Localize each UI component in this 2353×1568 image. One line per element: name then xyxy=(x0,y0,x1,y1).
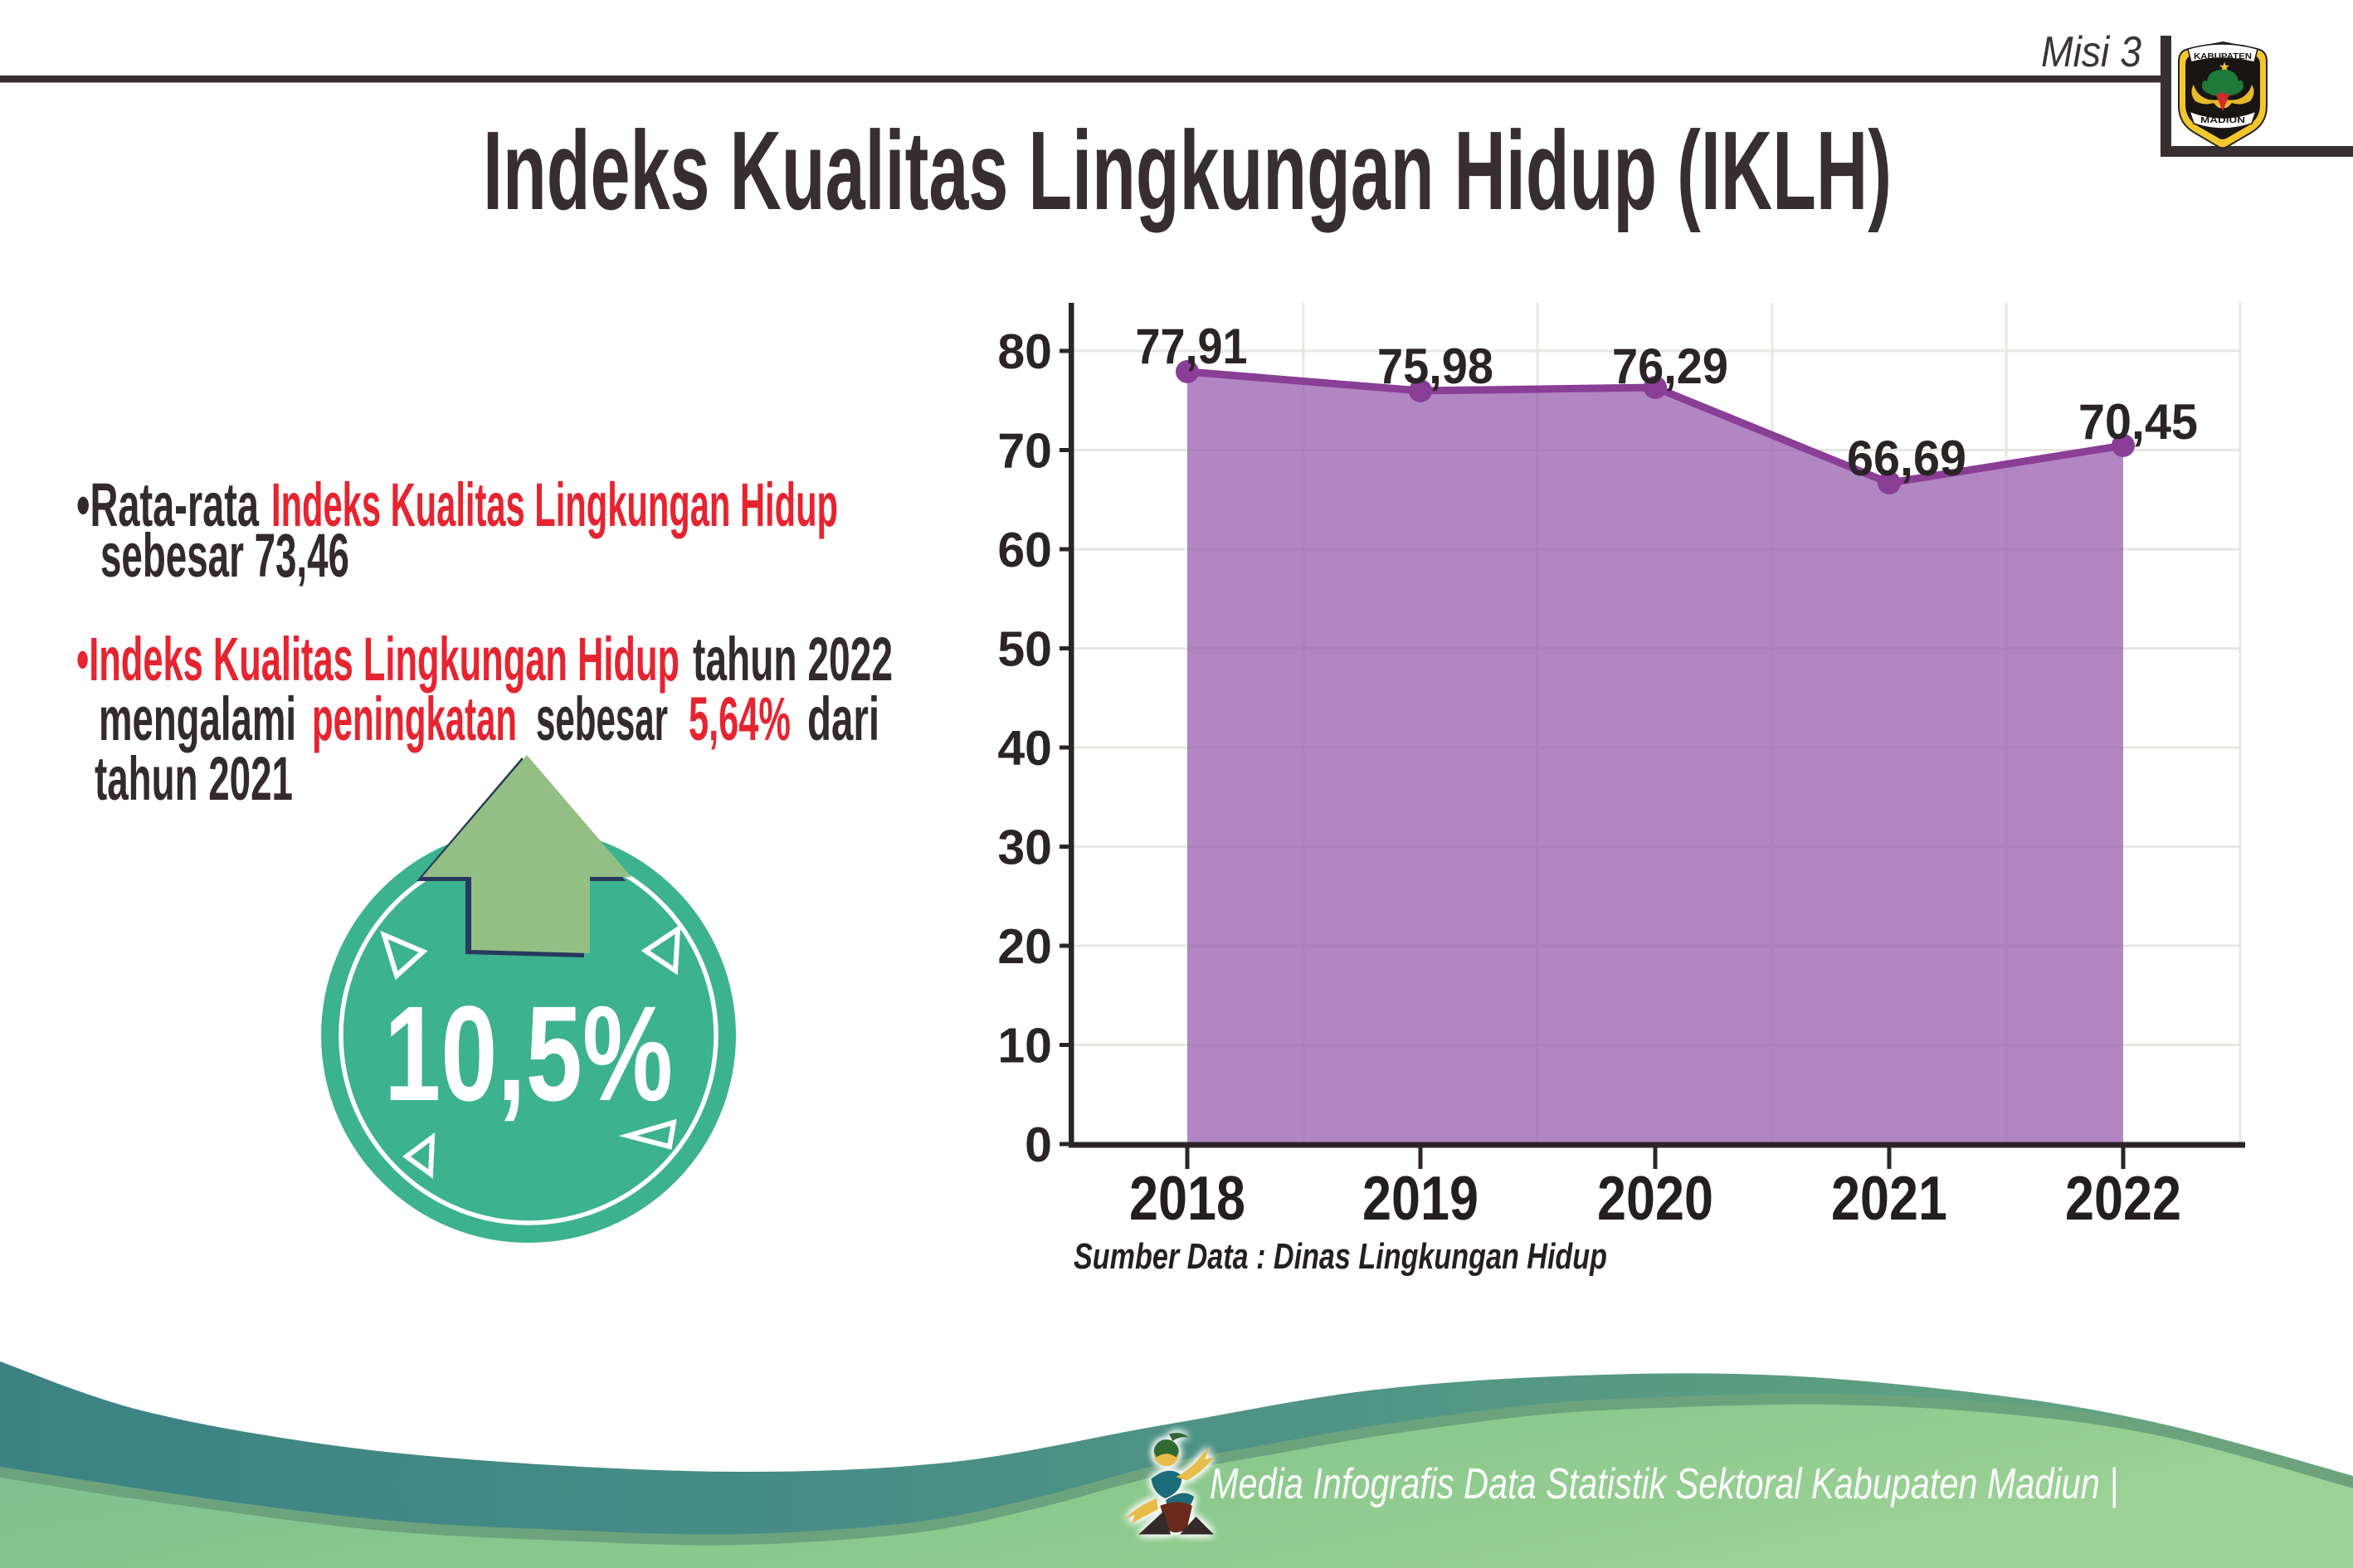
svg-text:tahun 2022: tahun 2022 xyxy=(693,625,893,694)
svg-text:80: 80 xyxy=(997,324,1052,379)
svg-text:30: 30 xyxy=(997,821,1052,875)
svg-text:mengalami: mengalami xyxy=(99,684,296,753)
svg-text:KABUPATEN: KABUPATEN xyxy=(2194,51,2252,61)
svg-text:50: 50 xyxy=(997,622,1052,677)
svg-text:77,91: 77,91 xyxy=(1136,319,1248,374)
svg-text:sebesar 73,46: sebesar 73,46 xyxy=(100,521,349,590)
svg-text:peningkatan: peningkatan xyxy=(312,684,517,753)
svg-text:0: 0 xyxy=(1025,1118,1052,1172)
svg-text:•Indeks Kualitas Lingkungan Hi: •Indeks Kualitas Lingkungan Hidup xyxy=(76,625,680,694)
svg-text:10: 10 xyxy=(997,1019,1052,1074)
svg-text:2019: 2019 xyxy=(1362,1163,1479,1233)
svg-text:Misi 3: Misi 3 xyxy=(2041,28,2141,76)
svg-text:Sumber Data : Dinas Lingkungan: Sumber Data : Dinas Lingkungan Hidup xyxy=(1074,1236,1607,1277)
svg-text:66,69: 66,69 xyxy=(1847,431,1966,486)
svg-text:76,29: 76,29 xyxy=(1612,338,1728,394)
svg-text:dari: dari xyxy=(807,684,879,753)
svg-text:Media Infografis Data Statisti: Media Infografis Data Statistik Sektoral… xyxy=(1210,1460,2118,1508)
svg-text:Indeks Kualitas Lingkungan Hid: Indeks Kualitas Lingkungan Hidup (IKLH) xyxy=(483,108,1892,233)
svg-text:•Rata-rata: •Rata-rata xyxy=(76,470,260,539)
svg-text:40: 40 xyxy=(997,721,1052,776)
svg-text:20: 20 xyxy=(997,919,1052,974)
svg-text:60: 60 xyxy=(997,523,1052,577)
svg-text:75,98: 75,98 xyxy=(1377,338,1493,394)
svg-text:10,5%: 10,5% xyxy=(384,977,673,1129)
svg-text:MADIUN: MADIUN xyxy=(2200,115,2245,125)
svg-text:70: 70 xyxy=(997,424,1052,479)
svg-text:Indeks Kualitas Lingkungan Hid: Indeks Kualitas Lingkungan Hidup xyxy=(271,470,838,539)
svg-text:2018: 2018 xyxy=(1129,1163,1245,1233)
svg-text:sebesar: sebesar xyxy=(536,684,668,753)
svg-text:70,45: 70,45 xyxy=(2078,394,2198,450)
svg-text:5,64%: 5,64% xyxy=(689,684,791,753)
svg-text:2022: 2022 xyxy=(2065,1163,2181,1233)
svg-text:2021: 2021 xyxy=(1831,1163,1947,1233)
svg-text:tahun 2021: tahun 2021 xyxy=(95,744,293,813)
svg-text:2020: 2020 xyxy=(1597,1163,1713,1233)
